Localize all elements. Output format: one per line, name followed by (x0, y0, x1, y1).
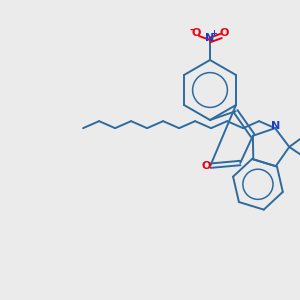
Text: N: N (272, 121, 281, 131)
Text: N: N (206, 33, 214, 43)
Text: +: + (211, 28, 218, 38)
Text: O: O (219, 28, 229, 38)
Text: O: O (202, 161, 211, 171)
Text: -: - (190, 25, 194, 35)
Text: O: O (191, 28, 201, 38)
